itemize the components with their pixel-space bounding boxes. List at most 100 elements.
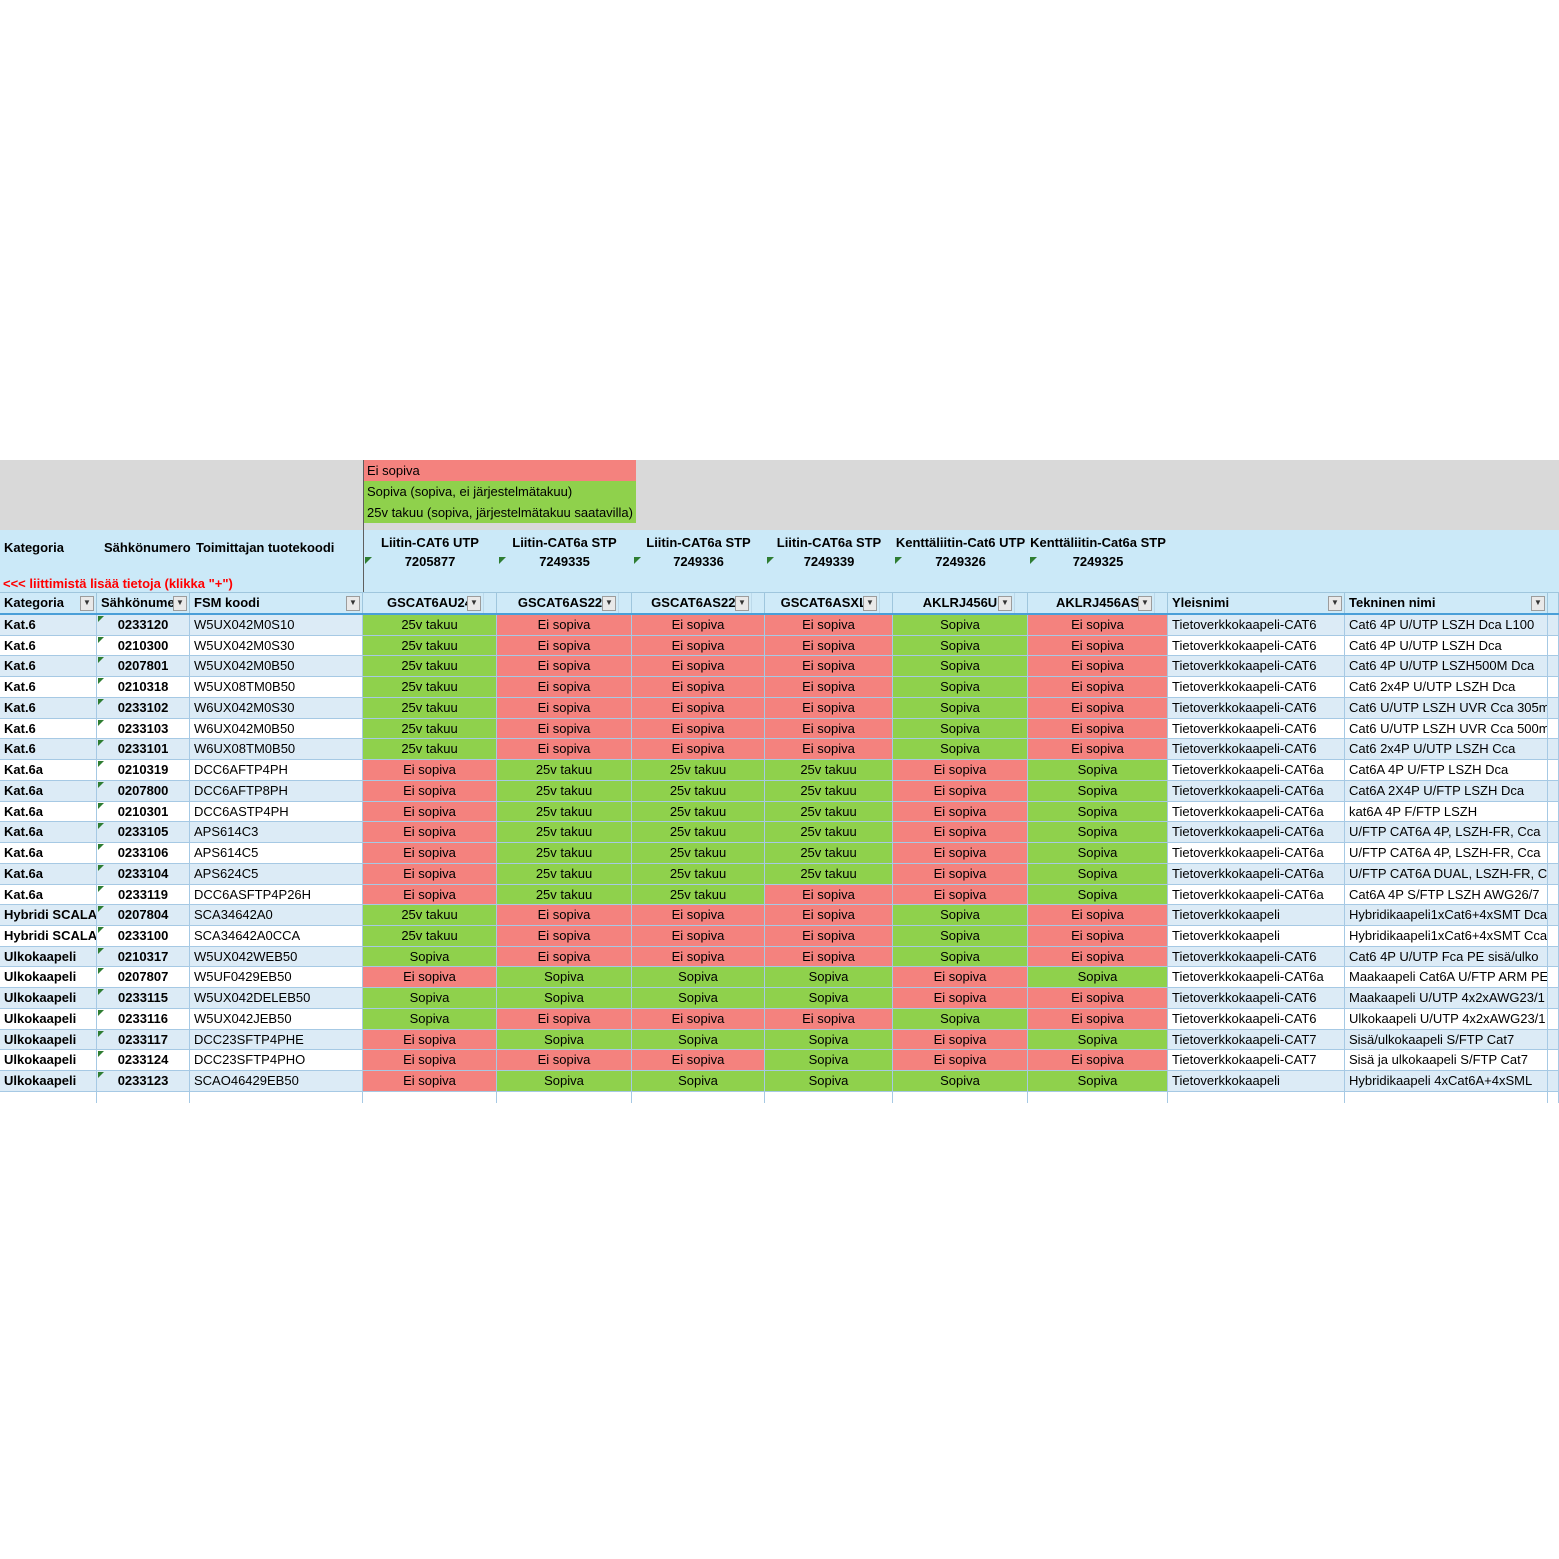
cell-sahkonumero[interactable]: 0210300 [97, 635, 190, 657]
cell-yleisnimi[interactable]: Tietoverkkokaapeli-CAT6 [1168, 946, 1345, 968]
cell-sahkonumero[interactable]: 0233100 [97, 926, 190, 947]
cell-sliver[interactable] [1548, 635, 1559, 657]
cell-status[interactable]: Ei sopiva [893, 843, 1028, 864]
cell-status[interactable]: Sopiva [893, 739, 1028, 761]
cell-sahkonumero[interactable]: 0233120 [97, 615, 190, 636]
cell-status[interactable]: Sopiva [1028, 760, 1168, 781]
cell-status[interactable]: Ei sopiva [1028, 905, 1168, 927]
cell-tekninen-nimi[interactable]: Sisä/ulkokaapeli S/FTP Cat7 [1345, 1029, 1548, 1051]
cell-status[interactable]: Ei sopiva [765, 884, 893, 906]
cell-yleisnimi[interactable]: Tietoverkkokaapeli-CAT6 [1168, 697, 1345, 719]
cell-status[interactable]: Ei sopiva [497, 677, 632, 698]
cell-tekninen-nimi[interactable]: Hybridikaapeli1xCat6+4xSMT Dca [1345, 905, 1548, 927]
cell-status[interactable]: Ei sopiva [497, 946, 632, 968]
cell-tekninen-nimi[interactable]: Hybridikaapeli 4xCat6A+4xSML [1345, 1071, 1548, 1092]
cell-kategoria[interactable]: Kat.6a [0, 780, 97, 802]
legend-item[interactable]: 25v takuu (sopiva, järjestelmätakuu saat… [363, 502, 636, 523]
cell-sliver[interactable] [1548, 801, 1559, 823]
cell-status[interactable]: Ei sopiva [363, 1029, 497, 1051]
cell-status[interactable]: Ei sopiva [363, 1050, 497, 1072]
cell-kategoria[interactable]: Kat.6a [0, 822, 97, 844]
cell-status[interactable]: 25v takuu [632, 801, 765, 823]
cell-status[interactable]: Ei sopiva [1028, 656, 1168, 678]
cell-status[interactable]: Ei sopiva [893, 863, 1028, 885]
cell-tekninen-nimi[interactable]: Cat6 2x4P U/UTP LSZH Cca [1345, 739, 1548, 761]
cell-status[interactable]: 25v takuu [363, 718, 497, 740]
filter-dropdown-button[interactable]: ▼ [998, 596, 1012, 611]
cell-fsm-koodi[interactable]: W6UX042M0B50 [190, 718, 363, 740]
cell-status[interactable]: 25v takuu [632, 843, 765, 864]
cell-yleisnimi[interactable]: Tietoverkkokaapeli-CAT6a [1168, 822, 1345, 844]
connector-column-header[interactable]: Kenttäliitin-Cat6a STP 7249325 [1028, 533, 1168, 571]
cell-yleisnimi[interactable]: Tietoverkkokaapeli-CAT6a [1168, 801, 1345, 823]
cell-tekninen-nimi[interactable]: Maakaapeli Cat6A U/FTP ARM PE [1345, 967, 1548, 989]
cell-status[interactable]: Ei sopiva [1028, 946, 1168, 968]
legend-item[interactable]: Sopiva (sopiva, ei järjestelmätakuu) [363, 481, 636, 502]
cell-fsm-koodi[interactable]: DCC6ASTP4PH [190, 801, 363, 823]
cell-sliver[interactable] [1548, 1050, 1559, 1072]
cell-yleisnimi[interactable]: Tietoverkkokaapeli-CAT6 [1168, 739, 1345, 761]
cell-tekninen-nimi[interactable]: Cat6A 2X4P U/FTP LSZH Dca [1345, 780, 1548, 802]
cell-status[interactable]: Ei sopiva [632, 1050, 765, 1072]
cell-status[interactable]: 25v takuu [363, 677, 497, 698]
cell-status[interactable]: 25v takuu [765, 822, 893, 844]
cell-status[interactable]: Sopiva [1028, 822, 1168, 844]
cell-fsm-koodi[interactable]: DCC6ASFTP4P26H [190, 884, 363, 906]
cell-status[interactable]: Ei sopiva [765, 656, 893, 678]
cell-status[interactable]: Ei sopiva [363, 863, 497, 885]
cell-tekninen-nimi[interactable]: Cat6 4P U/UTP Fca PE sisä/ulko [1345, 946, 1548, 968]
filter-dropdown-button[interactable]: ▼ [1138, 596, 1152, 611]
cell-tekninen-nimi[interactable]: Cat6 4P U/UTP LSZH Dca L100 [1345, 615, 1548, 636]
cell-status[interactable]: Ei sopiva [497, 926, 632, 947]
cell-kategoria[interactable]: Hybridi SCALA [0, 926, 97, 947]
cell-status[interactable]: Ei sopiva [363, 780, 497, 802]
connector-column-header[interactable]: Kenttäliitin-Cat6 UTP 7249326 [893, 533, 1028, 571]
cell-status[interactable]: Sopiva [765, 1071, 893, 1092]
cell-fsm-koodi[interactable]: DCC6AFTP8PH [190, 780, 363, 802]
cell-status[interactable]: Ei sopiva [497, 697, 632, 719]
cell-sahkonumero[interactable]: 0233116 [97, 1008, 190, 1030]
cell-status[interactable]: Sopiva [893, 615, 1028, 636]
cell-tekninen-nimi[interactable]: Cat6 U/UTP LSZH UVR Cca 500m [1345, 718, 1548, 740]
cell-status[interactable]: 25v takuu [363, 615, 497, 636]
cell-yleisnimi[interactable]: Tietoverkkokaapeli-CAT7 [1168, 1050, 1345, 1072]
cell-yleisnimi[interactable]: Tietoverkkokaapeli-CAT6 [1168, 615, 1345, 636]
cell-status[interactable]: Ei sopiva [632, 635, 765, 657]
cell-status[interactable]: Ei sopiva [893, 1029, 1028, 1051]
cell-yleisnimi[interactable]: Tietoverkkokaapeli-CAT6 [1168, 718, 1345, 740]
filter-dropdown-button[interactable]: ▼ [173, 596, 187, 611]
filter-dropdown-button[interactable]: ▼ [735, 596, 749, 611]
cell-sliver[interactable] [1548, 1008, 1559, 1030]
cell-kategoria[interactable]: Ulkokaapeli [0, 1050, 97, 1072]
cell-kategoria[interactable]: Kat.6a [0, 760, 97, 781]
filter-cell-gscat6as22d[interactable]: GSCAT6AS22D ▼ [632, 592, 765, 613]
cell-status[interactable]: Ei sopiva [632, 1008, 765, 1030]
cell-status[interactable]: Sopiva [765, 988, 893, 1009]
cell-sahkonumero[interactable]: 0233105 [97, 822, 190, 844]
cell-sahkonumero[interactable]: 0210301 [97, 801, 190, 823]
cell-status[interactable]: Sopiva [497, 988, 632, 1009]
cell-status[interactable]: Ei sopiva [765, 1008, 893, 1030]
cell-status[interactable]: Sopiva [893, 1071, 1028, 1092]
cell-status[interactable]: Ei sopiva [632, 697, 765, 719]
cell-kategoria[interactable]: Ulkokaapeli [0, 946, 97, 968]
cell-status[interactable]: 25v takuu [632, 760, 765, 781]
cell-kategoria[interactable]: Kat.6a [0, 843, 97, 864]
cell-kategoria[interactable]: Kat.6a [0, 884, 97, 906]
filter-cell-kategoria[interactable]: Kategoria ▼ [0, 592, 97, 613]
cell-yleisnimi[interactable]: Tietoverkkokaapeli-CAT6 [1168, 635, 1345, 657]
cell-status[interactable]: Ei sopiva [1028, 988, 1168, 1009]
cell-tekninen-nimi[interactable]: Cat6 4P U/UTP LSZH500M Dca [1345, 656, 1548, 678]
cell-status[interactable]: Ei sopiva [632, 739, 765, 761]
filter-dropdown-button[interactable]: ▼ [467, 596, 481, 611]
cell-fsm-koodi[interactable]: SCAO46429EB50 [190, 1071, 363, 1092]
cell-sahkonumero[interactable]: 0233106 [97, 843, 190, 864]
cell-status[interactable]: Ei sopiva [1028, 697, 1168, 719]
cell-status[interactable]: Ei sopiva [497, 905, 632, 927]
cell-status[interactable]: Ei sopiva [765, 946, 893, 968]
filter-cell-gscat6asxld[interactable]: GSCAT6ASXLD ▼ [765, 592, 893, 613]
cell-fsm-koodi[interactable]: W5UX042M0B50 [190, 656, 363, 678]
cell-sahkonumero[interactable]: 0233117 [97, 1029, 190, 1051]
cell-status[interactable]: Ei sopiva [363, 1071, 497, 1092]
cell-status[interactable]: Ei sopiva [497, 656, 632, 678]
